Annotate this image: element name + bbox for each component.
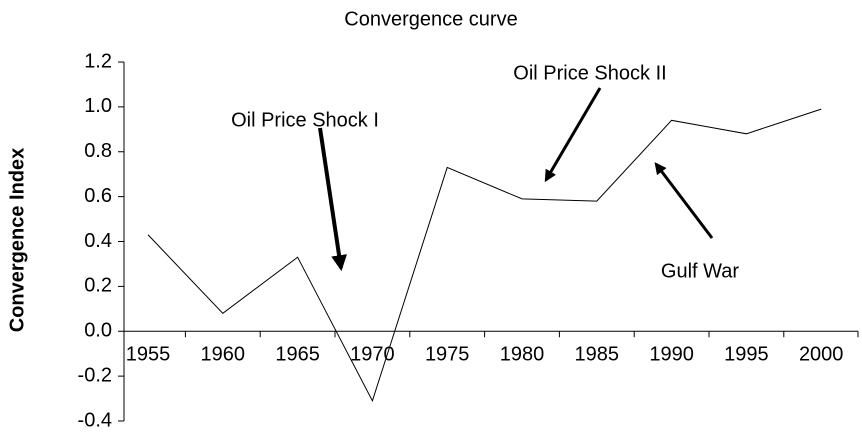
chart-title: Convergence curve	[344, 8, 517, 30]
x-tick-label: 1965	[275, 343, 320, 365]
x-tick-label: 2000	[799, 343, 844, 365]
x-tick-label: 1975	[425, 343, 470, 365]
arrow	[654, 162, 714, 239]
y-tick-label: -0.4	[78, 409, 112, 431]
arrow	[544, 87, 602, 183]
annotation: Oil Price Shock II	[513, 62, 666, 84]
x-tick-label: 1980	[500, 343, 545, 365]
arrow	[318, 127, 348, 272]
y-tick-label: -0.2	[78, 364, 112, 386]
annotation: Oil Price Shock I	[231, 109, 379, 131]
x-tick-label: 1960	[201, 343, 246, 365]
x-tick-label: 1955	[126, 343, 171, 365]
y-axis-label: Convergence Index	[6, 148, 28, 333]
y-tick-label: 0.6	[84, 185, 112, 207]
x-tick-label: 1995	[724, 343, 769, 365]
y-tick-label: 0.2	[84, 275, 112, 297]
y-tick-label: 1.0	[84, 95, 112, 117]
data-line	[147, 108, 822, 403]
y-tick-label: 0.8	[84, 140, 112, 162]
x-tick-label: 1985	[575, 343, 620, 365]
y-tick-label: 0.0	[84, 320, 112, 342]
y-tick-label: 0.4	[84, 230, 112, 252]
x-tick-label: 1970	[350, 343, 395, 365]
y-tick-label: 1.2	[84, 50, 112, 72]
annotation: Gulf War	[661, 260, 739, 282]
x-tick-label: 1990	[649, 343, 694, 365]
